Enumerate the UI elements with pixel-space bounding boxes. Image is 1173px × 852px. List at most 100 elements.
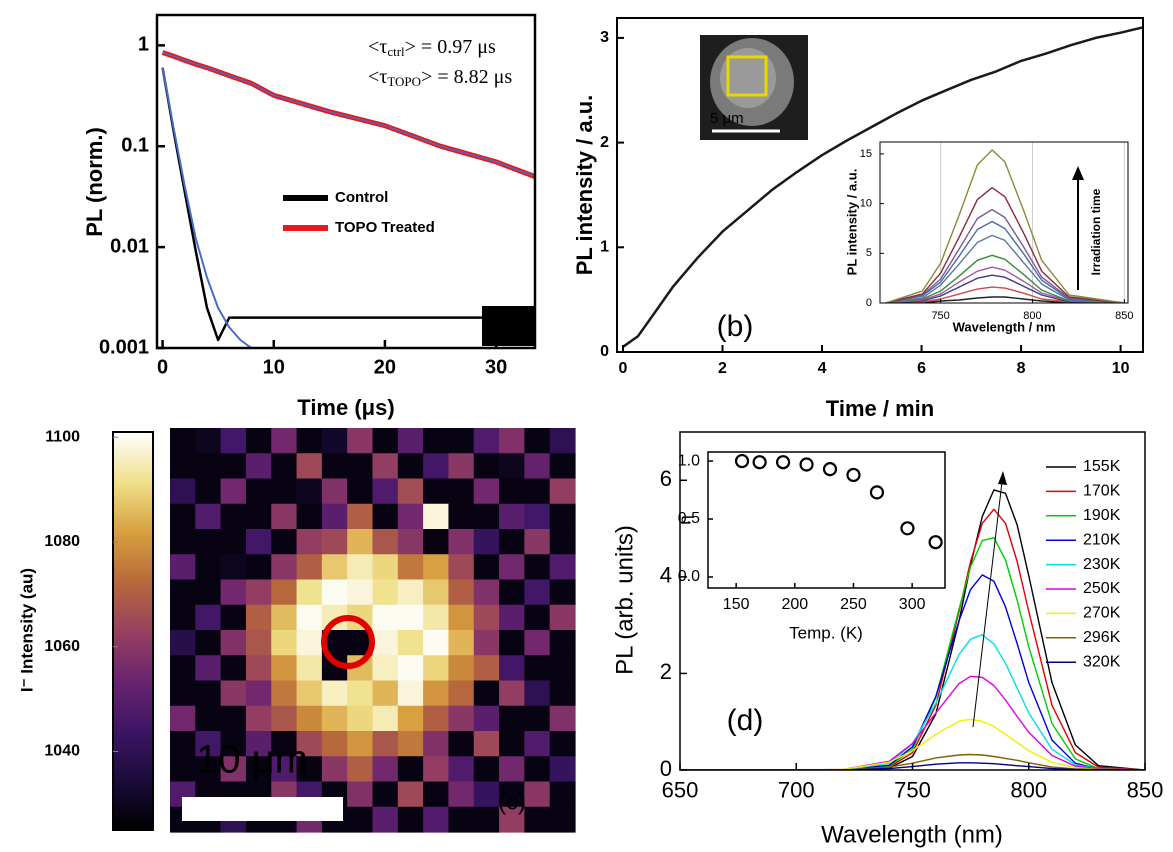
heatmap-cell bbox=[220, 529, 247, 555]
heatmap-cell bbox=[195, 705, 222, 732]
scale-bar bbox=[182, 797, 343, 821]
series-line bbox=[161, 67, 254, 348]
cell-core bbox=[720, 48, 776, 108]
panel-label: (a) bbox=[491, 307, 525, 338]
heatmap-cell bbox=[170, 554, 196, 581]
x-tick-label: 850 bbox=[1115, 310, 1133, 322]
heatmap-cell bbox=[296, 731, 323, 757]
panel-label: (b) bbox=[717, 310, 754, 343]
heatmap-cell bbox=[473, 503, 500, 530]
heatmap-cell bbox=[321, 705, 348, 732]
x-axis-label: Wavelength / nm bbox=[953, 319, 1056, 334]
heatmap-cell bbox=[448, 781, 475, 808]
heatmap-cell bbox=[347, 428, 374, 454]
colorbar-tick-label: 1040 bbox=[44, 743, 80, 760]
heatmap-cell bbox=[220, 478, 247, 505]
heatmap-cell bbox=[524, 731, 551, 757]
axes: 750 800 850 0 5 10 15 bbox=[860, 141, 1134, 322]
heatmap-cell bbox=[549, 478, 576, 505]
heatmap-cell bbox=[195, 731, 222, 757]
heatmap-cell bbox=[423, 529, 450, 555]
heatmap-cell bbox=[220, 428, 247, 454]
heatmap-cell bbox=[347, 731, 374, 757]
heatmap-cell bbox=[271, 705, 298, 732]
heatmap-cell bbox=[397, 529, 424, 555]
heatmap-cell bbox=[271, 478, 298, 505]
region-box bbox=[726, 55, 768, 97]
colorbar bbox=[112, 431, 154, 831]
heatmap-cell bbox=[372, 478, 399, 505]
panel-label: (c) bbox=[498, 788, 526, 815]
heatmap-cell bbox=[245, 604, 272, 631]
heatmap-cell bbox=[473, 806, 500, 833]
heatmap-cell bbox=[524, 453, 551, 480]
data-point bbox=[900, 521, 915, 536]
heatmap-cell bbox=[397, 806, 424, 833]
heatmap-cell bbox=[524, 655, 551, 682]
heatmap-cell bbox=[220, 554, 247, 581]
heatmap-cell bbox=[245, 529, 272, 555]
legend-label: 250K bbox=[1083, 580, 1121, 597]
heatmap-cell bbox=[397, 630, 424, 656]
x-axis-label: Wavelength (nm) bbox=[821, 821, 1003, 848]
scale-bar-label: 10 μm bbox=[196, 738, 308, 782]
y-axis-label: η bbox=[675, 515, 694, 524]
x-tick-label: 650 bbox=[662, 777, 699, 802]
heatmap-cell bbox=[549, 680, 576, 707]
plot-background bbox=[880, 142, 1128, 303]
data-point bbox=[928, 535, 943, 550]
heatmap-cell bbox=[549, 781, 576, 808]
heatmap-cell bbox=[524, 756, 551, 783]
panel-label: (d) bbox=[727, 704, 764, 737]
heatmap-cell bbox=[245, 554, 272, 581]
annotation: <τctrl> = 0.97 μs bbox=[368, 36, 496, 59]
x-tick-label: 800 bbox=[1010, 777, 1047, 802]
x-tick-label: 6 bbox=[917, 360, 926, 377]
heatmap-cell bbox=[347, 529, 374, 555]
heatmap-cell bbox=[296, 478, 323, 505]
heatmap-cell bbox=[473, 529, 500, 555]
heatmap-cell bbox=[271, 529, 298, 555]
series-line bbox=[885, 274, 1125, 303]
heatmap-cell bbox=[549, 428, 576, 454]
heatmap-cell bbox=[170, 731, 196, 757]
heatmap-cell bbox=[473, 604, 500, 631]
x-tick-label: 250 bbox=[840, 596, 867, 613]
heatmap-cell bbox=[499, 579, 525, 606]
data-point bbox=[799, 457, 814, 472]
heatmap-cell bbox=[423, 731, 450, 757]
colorbar-axis: 1040 1060 1080 1100 bbox=[44, 428, 118, 760]
heatmap-cell bbox=[524, 604, 551, 631]
heatmap-cell bbox=[170, 680, 196, 707]
heatmap-cell bbox=[372, 453, 399, 480]
heatmap-cell bbox=[271, 680, 298, 707]
heatmap-cell bbox=[397, 554, 424, 581]
heatmap-cell bbox=[296, 453, 323, 480]
plot-frame bbox=[707, 451, 946, 589]
heatmap-cell bbox=[473, 428, 500, 454]
heatmap-cell bbox=[347, 554, 374, 581]
y-tick-label: 1.0 bbox=[678, 452, 700, 469]
heatmap-cell bbox=[195, 453, 222, 480]
heatmap-cell bbox=[321, 579, 348, 606]
heatmap-cell bbox=[195, 630, 222, 656]
heatmap-cell bbox=[271, 604, 298, 631]
heatmap-cell bbox=[397, 731, 424, 757]
heatmap-cell bbox=[448, 428, 475, 454]
heatmap-cell bbox=[372, 705, 399, 732]
heatmap-cell bbox=[170, 428, 196, 454]
plot-frame bbox=[879, 141, 1129, 304]
heatmap-cell bbox=[549, 554, 576, 581]
heatmap-cell bbox=[524, 554, 551, 581]
overlay bbox=[182, 35, 1084, 821]
heatmap-cell bbox=[195, 604, 222, 631]
heatmap-cell bbox=[499, 731, 525, 757]
plot-frame bbox=[155, 13, 537, 350]
heatmap-cell bbox=[524, 806, 551, 833]
y-axis-label: PL intensity / a.u. bbox=[572, 95, 597, 276]
heatmap-cell bbox=[321, 453, 348, 480]
heatmap-cell bbox=[195, 478, 222, 505]
annotation-part: <τ bbox=[368, 66, 387, 88]
plot-background bbox=[708, 452, 945, 588]
